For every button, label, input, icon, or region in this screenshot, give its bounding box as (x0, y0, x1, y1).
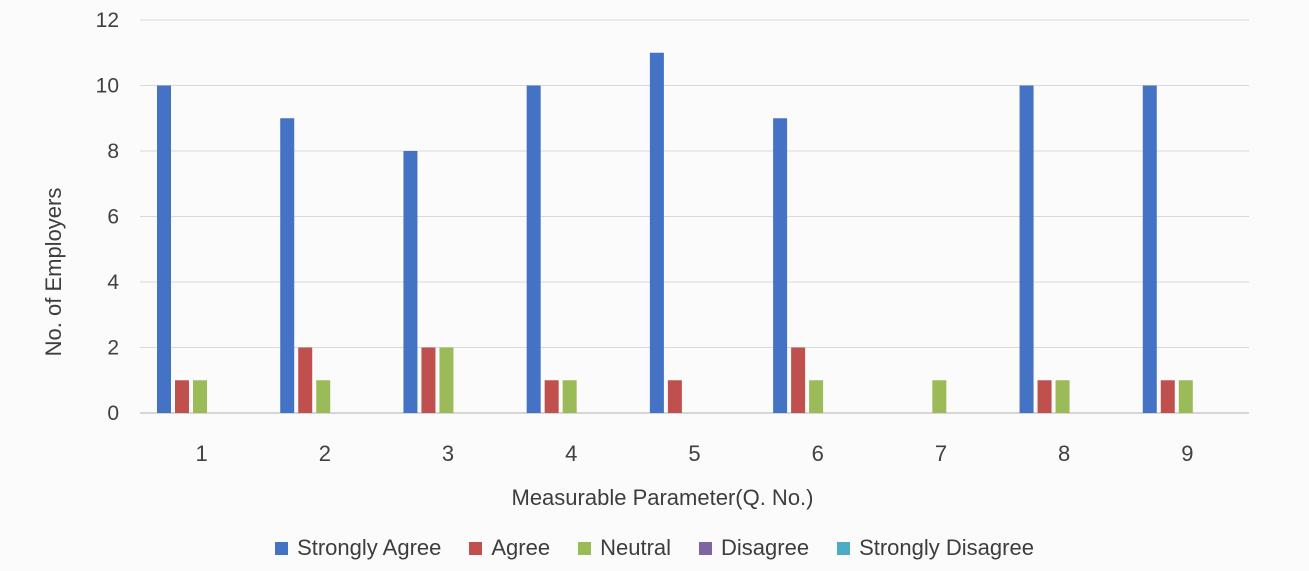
legend-item: Neutral (578, 535, 671, 561)
x-tick-label: 5 (688, 441, 700, 466)
bar-agree (667, 380, 682, 413)
bar-strongly-agree (773, 118, 788, 413)
x-tick-label: 3 (442, 441, 454, 466)
bar-strongly-agree (1142, 85, 1157, 413)
legend-item: Strongly Agree (275, 535, 441, 561)
y-tick-label: 12 (96, 9, 119, 32)
bar-agree (298, 347, 313, 413)
x-tick-label: 2 (319, 441, 331, 466)
chart-legend: Strongly Agree Agree Neutral Disagree Strong… (0, 533, 1309, 563)
bar-neutral (1055, 380, 1070, 413)
bar-neutral (1178, 380, 1193, 413)
bar-agree (175, 380, 189, 413)
bar-strongly-agree (280, 118, 295, 413)
bar-strongly-agree (403, 151, 418, 413)
legend-label: Strongly Agree (297, 535, 442, 560)
bar-agree (1037, 380, 1052, 413)
x-tick-label: 8 (1058, 441, 1070, 466)
y-tick-label: 6 (107, 206, 119, 229)
bar-agree (544, 380, 559, 413)
legend-item: Strongly Disagree (837, 535, 1034, 561)
bar-agree (1160, 380, 1175, 413)
y-tick-label: 2 (107, 337, 119, 360)
bar-strongly-agree (649, 52, 664, 413)
x-tick-label: 7 (935, 441, 947, 466)
y-tick-label: 0 (107, 402, 119, 425)
bar-strongly-agree (526, 85, 541, 413)
legend-item: Disagree (699, 535, 809, 561)
bar-strongly-agree (1019, 85, 1034, 413)
bar-neutral (439, 347, 454, 413)
bar-strongly-agree (157, 85, 171, 413)
y-tick-label: 8 (107, 140, 119, 163)
bar-agree (421, 347, 436, 413)
x-tick-label: 9 (1181, 441, 1193, 466)
y-tick-label: 10 (96, 75, 119, 98)
y-tick-label: 4 (107, 271, 119, 294)
bar-neutral (316, 380, 331, 413)
legend-swatch (699, 541, 713, 555)
legend-label: Agree (491, 535, 551, 560)
x-axis-title: Measurable Parameter(Q. No.) (511, 485, 814, 510)
legend-label: Disagree (721, 535, 810, 560)
legend-swatch (469, 541, 483, 555)
legend-swatch (275, 541, 289, 555)
bar-neutral (562, 380, 577, 413)
bar-neutral (932, 380, 947, 413)
x-tick-label: 6 (812, 441, 824, 466)
legend-swatch (578, 541, 592, 555)
legend-swatch (837, 541, 851, 555)
y-axis-title: No. of Employers (41, 187, 66, 357)
x-tick-label: 4 (565, 441, 577, 466)
bar-agree (791, 347, 806, 413)
bar-neutral (809, 380, 824, 413)
legend-item: Agree (469, 535, 550, 561)
bar-neutral (193, 380, 207, 413)
legend-label: Strongly Disagree (859, 535, 1034, 560)
legend-label: Neutral (600, 535, 672, 560)
x-tick-label: 1 (195, 441, 207, 466)
